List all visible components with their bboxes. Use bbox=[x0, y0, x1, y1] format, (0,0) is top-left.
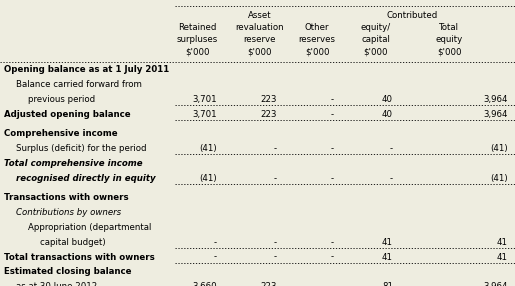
Text: 41: 41 bbox=[497, 253, 508, 262]
Text: 223: 223 bbox=[261, 110, 277, 119]
Text: equity: equity bbox=[435, 35, 462, 45]
Text: Contributed: Contributed bbox=[387, 11, 438, 21]
Text: 3,964: 3,964 bbox=[484, 110, 508, 119]
Text: Total comprehensive income: Total comprehensive income bbox=[4, 159, 143, 168]
Text: Retained: Retained bbox=[178, 23, 216, 33]
Text: -: - bbox=[274, 144, 277, 153]
Text: Appropriation (departmental: Appropriation (departmental bbox=[28, 223, 151, 232]
Text: -: - bbox=[331, 253, 334, 262]
Text: 41: 41 bbox=[382, 253, 393, 262]
Text: Contributions by owners: Contributions by owners bbox=[16, 208, 121, 217]
Text: -: - bbox=[331, 95, 334, 104]
Text: 223: 223 bbox=[261, 282, 277, 286]
Text: 81: 81 bbox=[382, 282, 393, 286]
Text: -: - bbox=[331, 238, 334, 247]
Text: Surplus (deficit) for the period: Surplus (deficit) for the period bbox=[16, 144, 146, 153]
Text: 3,701: 3,701 bbox=[193, 110, 217, 119]
Text: Total: Total bbox=[439, 23, 459, 33]
Text: -: - bbox=[274, 253, 277, 262]
Text: -: - bbox=[214, 238, 217, 247]
Text: Total transactions with owners: Total transactions with owners bbox=[4, 253, 154, 262]
Text: -: - bbox=[214, 253, 217, 262]
Text: (41): (41) bbox=[490, 174, 508, 183]
Text: $'000: $'000 bbox=[185, 47, 209, 57]
Text: (41): (41) bbox=[199, 144, 217, 153]
Text: -: - bbox=[390, 144, 393, 153]
Text: as at 30 June 2012: as at 30 June 2012 bbox=[16, 282, 97, 286]
Text: Adjusted opening balance: Adjusted opening balance bbox=[4, 110, 131, 119]
Text: Other: Other bbox=[305, 23, 329, 33]
Text: Comprehensive income: Comprehensive income bbox=[4, 129, 117, 138]
Text: 41: 41 bbox=[382, 238, 393, 247]
Text: $'000: $'000 bbox=[248, 47, 272, 57]
Text: capital: capital bbox=[362, 35, 390, 45]
Text: reserves: reserves bbox=[299, 35, 335, 45]
Text: (41): (41) bbox=[490, 144, 508, 153]
Text: Opening balance as at 1 July 2011: Opening balance as at 1 July 2011 bbox=[4, 65, 169, 74]
Text: -: - bbox=[331, 282, 334, 286]
Text: revaluation: revaluation bbox=[236, 23, 284, 33]
Text: -: - bbox=[331, 144, 334, 153]
Text: previous period: previous period bbox=[28, 95, 95, 104]
Text: recognised directly in equity: recognised directly in equity bbox=[16, 174, 156, 183]
Text: $'000: $'000 bbox=[305, 47, 329, 57]
Text: -: - bbox=[331, 110, 334, 119]
Text: Estimated closing balance: Estimated closing balance bbox=[4, 267, 131, 276]
Text: 3,660: 3,660 bbox=[193, 282, 217, 286]
Text: 3,964: 3,964 bbox=[484, 282, 508, 286]
Text: 41: 41 bbox=[497, 238, 508, 247]
Text: 40: 40 bbox=[382, 110, 393, 119]
Text: 40: 40 bbox=[382, 95, 393, 104]
Text: (41): (41) bbox=[199, 174, 217, 183]
Text: 3,701: 3,701 bbox=[193, 95, 217, 104]
Text: equity/: equity/ bbox=[361, 23, 391, 33]
Text: $'000: $'000 bbox=[437, 47, 461, 57]
Text: -: - bbox=[274, 238, 277, 247]
Text: 3,964: 3,964 bbox=[484, 95, 508, 104]
Text: capital budget): capital budget) bbox=[40, 238, 106, 247]
Text: $'000: $'000 bbox=[364, 47, 388, 57]
Text: -: - bbox=[331, 174, 334, 183]
Text: -: - bbox=[390, 174, 393, 183]
Text: Transactions with owners: Transactions with owners bbox=[4, 193, 129, 202]
Text: 223: 223 bbox=[261, 95, 277, 104]
Text: Balance carried forward from: Balance carried forward from bbox=[16, 80, 142, 89]
Text: -: - bbox=[274, 174, 277, 183]
Text: reserve: reserve bbox=[244, 35, 276, 45]
Text: surpluses: surpluses bbox=[176, 35, 218, 45]
Text: Asset: Asset bbox=[248, 11, 272, 21]
